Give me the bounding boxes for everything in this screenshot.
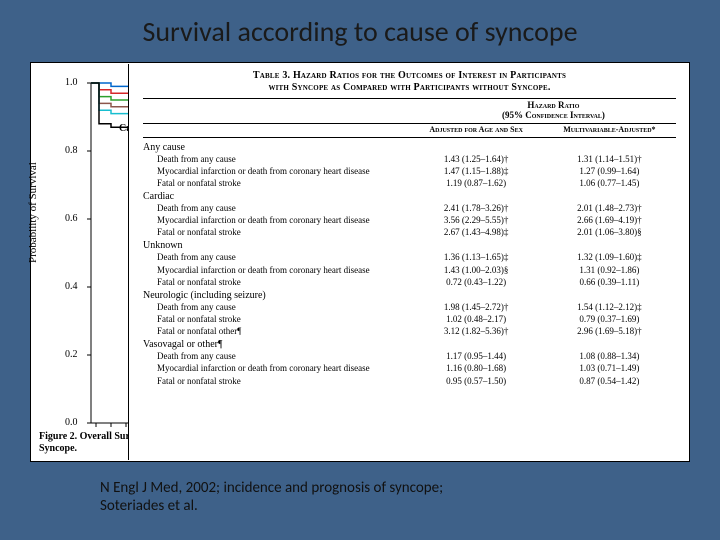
table-row: Death from any cause1.98 (1.45–2.72)†1.5… [143,301,676,313]
table-group-label: Unknown [143,240,676,251]
table-header: Hazard Ratio (95% Confidence Interval) [143,98,676,124]
y-tick-label: 0.4 [65,281,78,292]
table-row: Fatal or nonfatal stroke0.72 (0.43–1.22)… [143,276,676,288]
y-tick-label: 0.2 [65,349,78,360]
table-row: Fatal or nonfatal stroke0.95 (0.57–1.50)… [143,375,676,387]
table-row: Death from any cause2.41 (1.78–3.26)†2.0… [143,202,676,214]
table-title: Table 3. Hazard Ratios for the Outcomes … [143,70,676,94]
table-group-label: Neurologic (including seizure) [143,290,676,301]
slide-title: Survival according to cause of syncope [0,0,720,57]
y-tick-label: 0.8 [65,145,78,156]
y-tick-label: 0.0 [65,417,78,428]
table-body: Any causeDeath from any cause1.43 (1.25–… [143,138,676,387]
table-row: Fatal or nonfatal stroke1.19 (0.87–1.62)… [143,177,676,189]
table-row: Death from any cause1.36 (1.13–1.65)‡1.3… [143,251,676,263]
table-group-label: Any cause [143,142,676,153]
table-row: Fatal or nonfatal stroke1.02 (0.48–2.17)… [143,313,676,325]
table-group-label: Vasovagal or other¶ [143,339,676,350]
table-row: Myocardial infarction or death from coro… [143,264,676,276]
y-tick-label: 0.6 [65,213,78,224]
hazard-ratio-table: Table 3. Hazard Ratios for the Outcomes … [128,64,686,460]
table-row: Death from any cause1.43 (1.25–1.64)†1.3… [143,153,676,165]
y-tick-label: 1.0 [65,77,78,88]
table-row: Myocardial infarction or death from coro… [143,165,676,177]
table-row: Fatal or nonfatal other¶3.12 (1.82–5.36)… [143,325,676,337]
table-row: Myocardial infarction or death from coro… [143,214,676,226]
table-group-label: Cardiac [143,191,676,202]
citation: N Engl J Med, 2002; incidence and progno… [100,479,443,517]
table-subheader: Adjusted for Age and Sex Multivariable-A… [143,124,676,138]
table-row: Death from any cause1.17 (0.95–1.44)1.08… [143,350,676,362]
table-row: Myocardial infarction or death from coro… [143,362,676,374]
table-row: Fatal or nonfatal stroke2.67 (1.43–4.98)… [143,226,676,238]
